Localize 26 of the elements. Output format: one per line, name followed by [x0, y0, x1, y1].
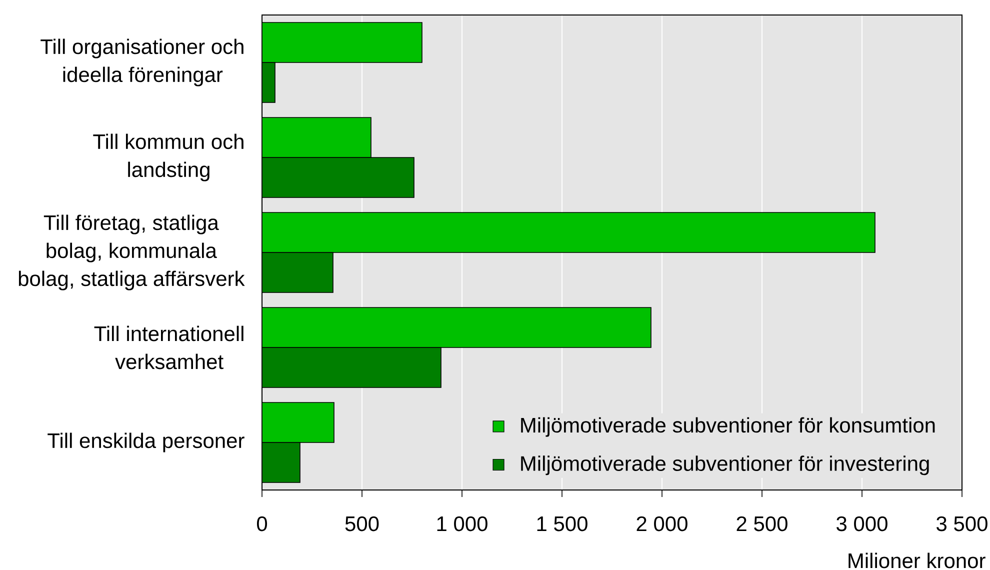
- y-tick-label: Till företag, statliga bolag, kommunala bolag, statliga affärsverk: [18, 214, 245, 290]
- x-tick-label: 1 000: [437, 516, 488, 532]
- x-tick-label: 3 000: [836, 516, 888, 532]
- x-axis-title: Milioner kronor: [848, 552, 986, 568]
- x-tick-label: 3 500: [936, 516, 988, 532]
- bar: [262, 22, 422, 63]
- bar: [262, 252, 334, 293]
- bar: [262, 307, 652, 348]
- x-tick-label: 0: [256, 516, 268, 532]
- y-tick-label: Till organisationer och ideella föreningar: [40, 38, 244, 86]
- legend-label: Miljömotiverade subventioner för investering: [521, 456, 929, 476]
- bar: [262, 402, 334, 443]
- x-tick-label: 2 000: [636, 516, 688, 532]
- bar: [262, 212, 876, 253]
- x-tick-label: 1 500: [537, 516, 588, 532]
- y-tick-label: Till internationell verksamhet: [94, 326, 244, 370]
- x-tick-label: 2 500: [736, 516, 788, 532]
- bar: [262, 347, 442, 388]
- bar: [262, 442, 300, 483]
- legend-label: Miljömotiverade subventioner för konsumtion: [521, 417, 935, 437]
- bar: [262, 117, 372, 158]
- x-tick-label: 500: [345, 516, 379, 532]
- y-tick-label: Till kommun och landsting: [93, 134, 244, 182]
- bar: [262, 157, 414, 198]
- bar: [262, 62, 275, 102]
- y-tick-label: Till enskilda personer: [48, 432, 244, 452]
